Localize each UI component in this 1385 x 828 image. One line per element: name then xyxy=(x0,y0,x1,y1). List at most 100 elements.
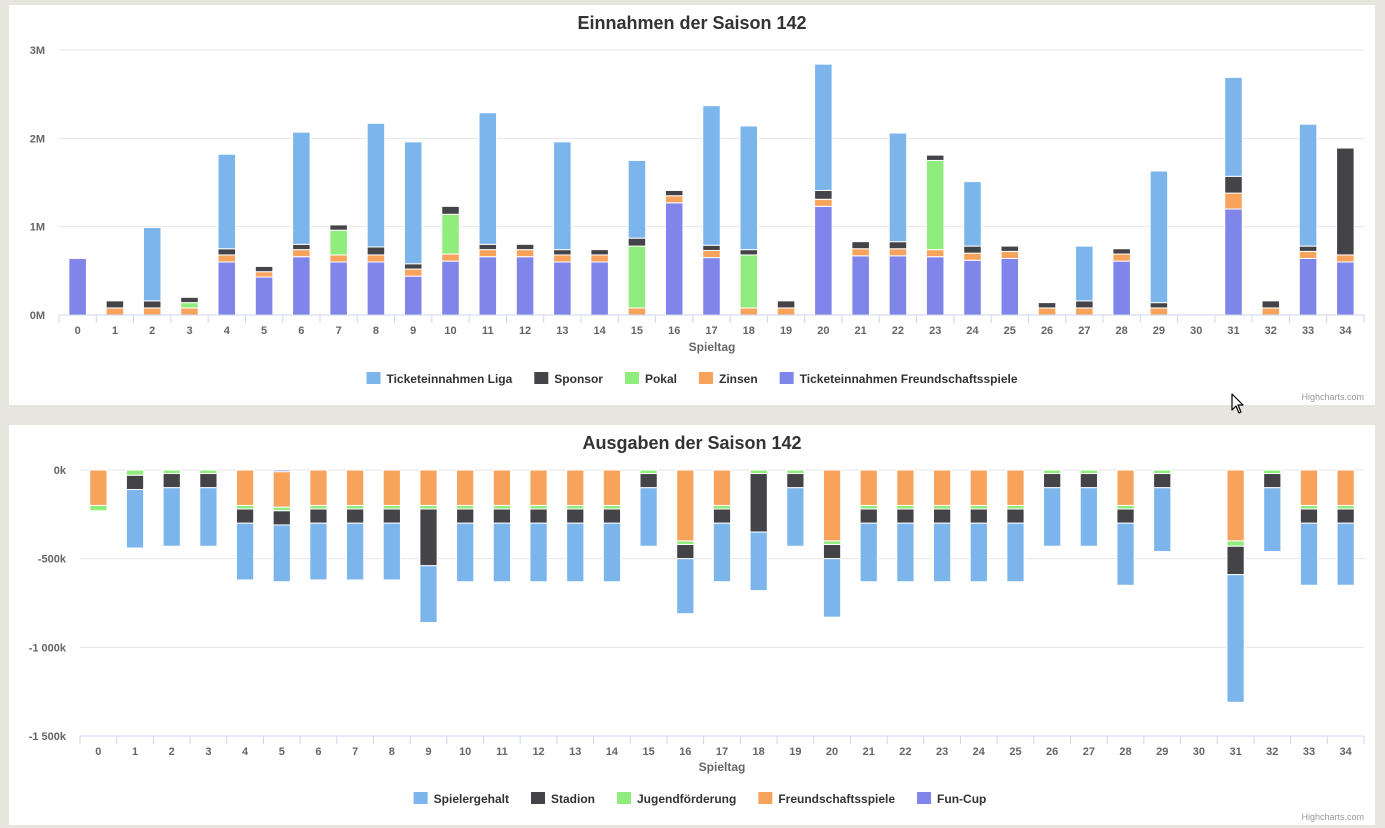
expense-bar-freundschaftsspiele-33[interactable] xyxy=(1299,469,1319,506)
expense-bar-stadion-4[interactable] xyxy=(235,508,255,524)
income-bar-ticketeinnahmen-freundschaftsspiele-5[interactable] xyxy=(254,276,274,316)
expense-bar-freundschaftsspiele-9[interactable] xyxy=(419,469,438,506)
expense-bar-jugendfoerderung-20[interactable] xyxy=(822,540,842,545)
income-bar-zinsen-1[interactable] xyxy=(105,307,125,316)
income-bar-sponsor-14[interactable] xyxy=(590,249,609,256)
income-bar-ticketeinnahmen-liga-33[interactable] xyxy=(1298,123,1318,247)
expense-bar-stadion-13[interactable] xyxy=(566,508,585,524)
income-bar-ticketeinnahmen-freundschaftsspiele-0[interactable] xyxy=(68,257,87,316)
expense-bar-jugendfoerderung-15[interactable] xyxy=(639,469,658,475)
expense-bar-spielergehalt-28[interactable] xyxy=(1116,522,1135,586)
expense-bar-jugendfoerderung-11[interactable] xyxy=(492,504,512,510)
income-bar-zinsen-34[interactable] xyxy=(1336,254,1355,263)
expense-bar-spielergehalt-32[interactable] xyxy=(1263,487,1282,553)
income-bar-sponsor-15[interactable] xyxy=(627,237,647,247)
expense-bar-jugendfoerderung-1[interactable] xyxy=(125,469,145,476)
expense-bar-jugendfoerderung-7[interactable] xyxy=(346,504,365,510)
income-bar-ticketeinnahmen-freundschaftsspiele-20[interactable] xyxy=(814,205,833,316)
income-bar-sponsor-9[interactable] xyxy=(403,263,423,270)
income-bar-pokal-18[interactable] xyxy=(739,254,759,309)
expense-bar-jugendfoerderung-22[interactable] xyxy=(896,504,915,510)
income-bar-zinsen-26[interactable] xyxy=(1037,307,1057,316)
expense-bar-spielergehalt-29[interactable] xyxy=(1153,487,1172,553)
income-bar-zinsen-18[interactable] xyxy=(739,307,759,316)
expense-bar-jugendfoerderung-24[interactable] xyxy=(969,504,988,510)
income-bar-sponsor-1[interactable] xyxy=(105,300,125,309)
income-bar-zinsen-29[interactable] xyxy=(1149,307,1169,316)
income-bar-ticketeinnahmen-liga-31[interactable] xyxy=(1224,76,1243,177)
income-bar-ticketeinnahmen-liga-6[interactable] xyxy=(292,131,311,245)
expense-bar-stadion-9[interactable] xyxy=(419,508,438,567)
expense-bar-spielergehalt-6[interactable] xyxy=(309,522,328,581)
expense-bar-freundschaftsspiele-7[interactable] xyxy=(346,469,365,506)
expense-bar-spielergehalt-17[interactable] xyxy=(712,522,732,583)
income-bar-ticketeinnahmen-freundschaftsspiele-12[interactable] xyxy=(515,256,535,316)
expense-bar-stadion-1[interactable] xyxy=(125,474,145,491)
income-bar-sponsor-11[interactable] xyxy=(478,243,498,251)
expense-legend-item-freundschaftsspiele[interactable]: Freundschaftsspiele xyxy=(758,792,895,806)
income-bar-sponsor-22[interactable] xyxy=(888,241,908,250)
expense-bar-jugendfoerderung-26[interactable] xyxy=(1043,469,1062,475)
expense-bar-jugendfoerderung-12[interactable] xyxy=(529,504,548,510)
income-bar-zinsen-15[interactable] xyxy=(627,307,647,316)
expense-bar-freundschaftsspiele-24[interactable] xyxy=(969,469,988,506)
income-bar-sponsor-24[interactable] xyxy=(963,245,982,254)
income-bar-zinsen-7[interactable] xyxy=(329,254,348,263)
income-bar-zinsen-3[interactable] xyxy=(180,307,199,316)
expense-bar-stadion-22[interactable] xyxy=(896,508,915,524)
expense-bar-stadion-28[interactable] xyxy=(1116,508,1135,524)
income-bar-zinsen-21[interactable] xyxy=(851,248,870,257)
expense-bar-freundschaftsspiele-11[interactable] xyxy=(492,469,512,506)
expense-bar-jugendfoerderung-4[interactable] xyxy=(235,504,255,510)
expense-bar-stadion-19[interactable] xyxy=(786,473,805,489)
income-bar-sponsor-7[interactable] xyxy=(329,224,348,231)
expense-bar-jugendfoerderung-10[interactable] xyxy=(456,504,475,510)
expense-bar-jugendfoerderung-19[interactable] xyxy=(786,469,805,475)
income-bar-sponsor-2[interactable] xyxy=(142,300,162,309)
expense-bar-stadion-11[interactable] xyxy=(492,508,512,524)
expense-bar-spielergehalt-13[interactable] xyxy=(566,522,585,583)
expense-bar-spielergehalt-16[interactable] xyxy=(676,558,695,615)
income-bar-ticketeinnahmen-freundschaftsspiele-21[interactable] xyxy=(851,255,870,316)
income-bar-zinsen-27[interactable] xyxy=(1075,307,1094,316)
income-credits-link[interactable]: Highcharts.com xyxy=(1301,392,1364,402)
income-bar-zinsen-12[interactable] xyxy=(515,249,535,258)
expense-bar-jugendfoerderung-29[interactable] xyxy=(1153,469,1172,475)
income-bar-sponsor-4[interactable] xyxy=(217,248,237,256)
income-bar-zinsen-9[interactable] xyxy=(403,268,423,277)
income-bar-ticketeinnahmen-freundschaftsspiele-14[interactable] xyxy=(590,261,609,316)
income-bar-ticketeinnahmen-freundschaftsspiele-34[interactable] xyxy=(1336,261,1355,316)
income-bar-zinsen-23[interactable] xyxy=(925,249,945,258)
income-bar-sponsor-8[interactable] xyxy=(366,246,386,256)
expense-bar-jugendfoerderung-32[interactable] xyxy=(1263,469,1282,475)
expense-bar-freundschaftsspiele-23[interactable] xyxy=(932,469,952,506)
income-bar-ticketeinnahmen-liga-22[interactable] xyxy=(888,132,908,243)
income-bar-sponsor-34[interactable] xyxy=(1336,147,1355,256)
expense-bar-spielergehalt-12[interactable] xyxy=(529,522,548,583)
income-bar-sponsor-20[interactable] xyxy=(814,189,833,200)
expense-bar-freundschaftsspiele-17[interactable] xyxy=(712,469,732,506)
income-bar-ticketeinnahmen-liga-17[interactable] xyxy=(702,105,721,246)
expense-bar-freundschaftsspiele-16[interactable] xyxy=(676,469,695,542)
expense-bar-stadion-32[interactable] xyxy=(1263,473,1282,489)
income-bar-ticketeinnahmen-freundschaftsspiele-6[interactable] xyxy=(292,256,311,316)
expense-bar-freundschaftsspiele-10[interactable] xyxy=(456,469,475,506)
expense-bar-freundschaftsspiele-31[interactable] xyxy=(1226,469,1245,542)
income-bar-ticketeinnahmen-freundschaftsspiele-11[interactable] xyxy=(478,256,498,316)
income-legend-item-ticketeinnahmen-liga[interactable]: Ticketeinnahmen Liga xyxy=(366,372,513,386)
expense-bar-jugendfoerderung-27[interactable] xyxy=(1079,469,1098,475)
expense-bar-stadion-7[interactable] xyxy=(346,508,365,524)
income-bar-pokal-7[interactable] xyxy=(329,229,348,256)
expense-bar-stadion-20[interactable] xyxy=(822,543,842,560)
income-bar-sponsor-26[interactable] xyxy=(1037,302,1057,309)
expense-bar-jugendfoerderung-2[interactable] xyxy=(162,469,181,475)
expense-bar-jugendfoerderung-28[interactable] xyxy=(1116,504,1135,510)
income-bar-sponsor-5[interactable] xyxy=(254,265,274,273)
income-bar-ticketeinnahmen-freundschaftsspiele-8[interactable] xyxy=(366,261,386,316)
expense-bar-freundschaftsspiele-13[interactable] xyxy=(566,469,585,506)
expense-bar-freundschaftsspiele-14[interactable] xyxy=(602,469,622,506)
expense-bar-jugendfoerderung-13[interactable] xyxy=(566,504,585,510)
income-bar-zinsen-33[interactable] xyxy=(1298,250,1318,259)
expense-bar-jugendfoerderung-18[interactable] xyxy=(749,469,768,475)
expense-bar-jugendfoerderung-31[interactable] xyxy=(1226,540,1245,547)
